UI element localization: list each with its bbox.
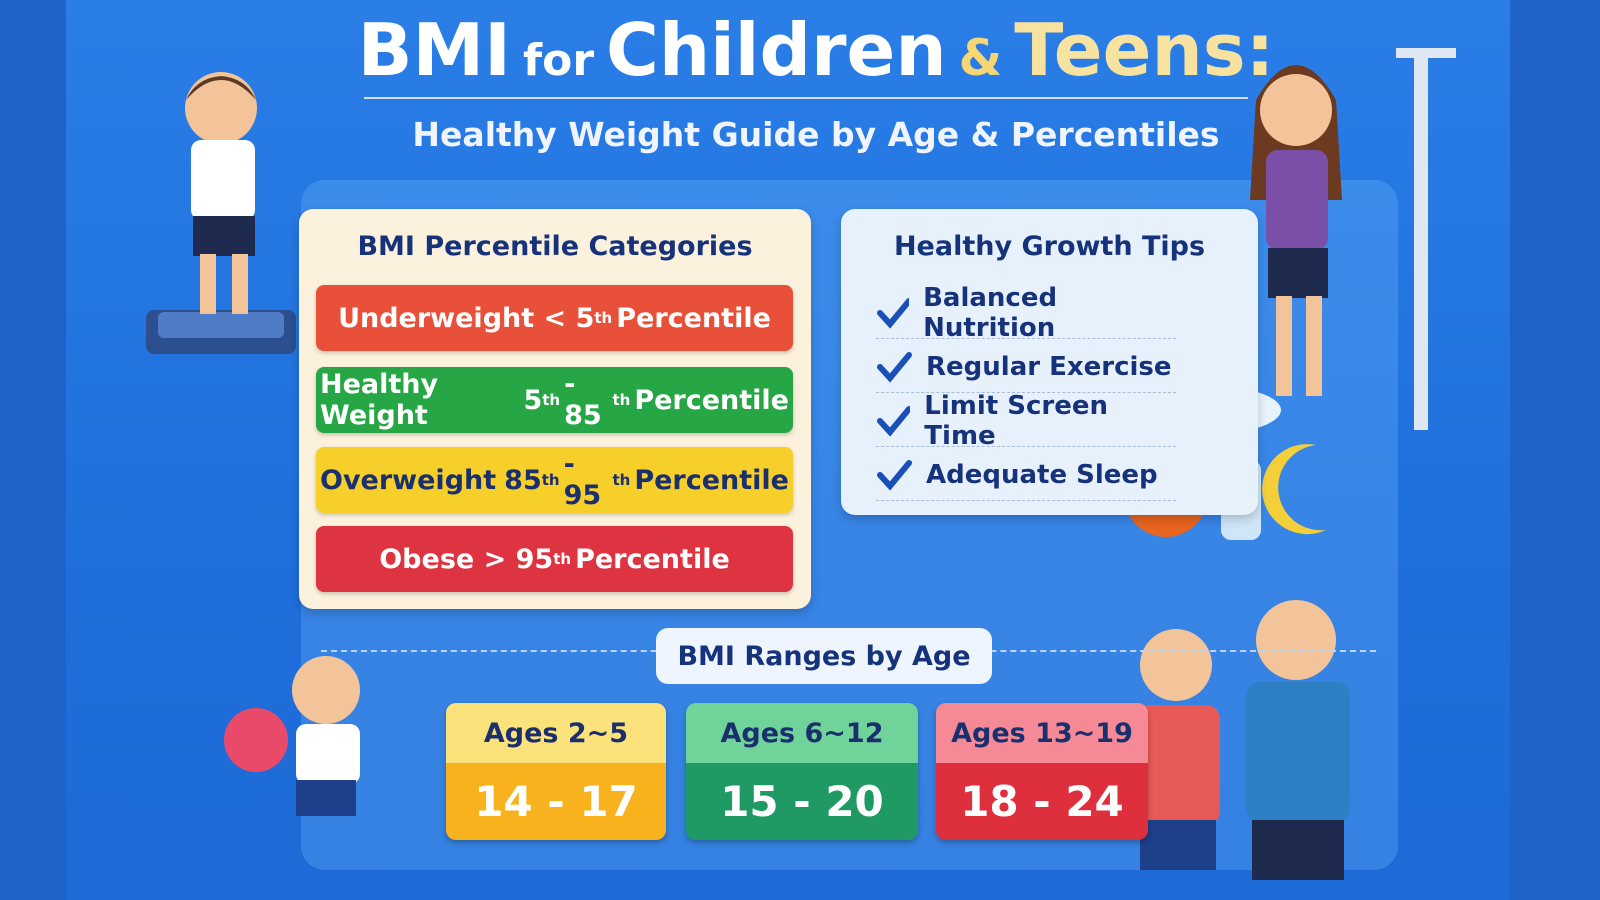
category-text: Percentile bbox=[616, 302, 771, 334]
bmi-range: 15 - 20 bbox=[686, 763, 918, 840]
age-label: Ages 13~19 bbox=[936, 703, 1148, 763]
category-text: Obese > 95 bbox=[379, 543, 554, 575]
tips-heading: Healthy Growth Tips bbox=[893, 231, 1206, 262]
category-text: Healthy Weight bbox=[320, 369, 439, 431]
check-icon bbox=[877, 406, 911, 437]
subtitle: Healthy Weight Guide by Age & Percentile… bbox=[412, 115, 1220, 154]
age-label: Ages 2~5 bbox=[446, 703, 666, 763]
title-part: for bbox=[522, 35, 595, 86]
category-text: 85 bbox=[504, 464, 542, 496]
title-rule bbox=[364, 97, 1248, 99]
toddler-illustration bbox=[224, 656, 360, 816]
tip-row: Balanced Nutrition bbox=[876, 283, 1176, 343]
title-part: Teens: bbox=[1014, 8, 1275, 92]
title-part: & bbox=[958, 29, 1003, 87]
title-part: BMI bbox=[357, 8, 511, 92]
tip-text: Regular Exercise bbox=[926, 352, 1172, 382]
tip-text: Limit Screen Time bbox=[924, 391, 1108, 451]
category-superscript: th bbox=[553, 550, 572, 568]
check-icon bbox=[877, 352, 912, 383]
category-text: Percentile bbox=[575, 543, 730, 575]
tip-row: Regular Exercise bbox=[876, 342, 1176, 393]
category-text: - 95 bbox=[563, 449, 602, 511]
age-card: Ages 13~19 18 - 24 bbox=[936, 703, 1148, 840]
age-card: Ages 6~12 15 - 20 bbox=[686, 703, 918, 840]
tip-row: Limit Screen Time bbox=[876, 391, 1176, 451]
category-text: Underweight < 5 bbox=[338, 302, 595, 334]
category-superscript: th bbox=[541, 471, 560, 489]
category-superscript: th bbox=[612, 391, 631, 409]
bmi-range: 18 - 24 bbox=[936, 763, 1148, 840]
age-card: Ages 2~5 14 - 17 bbox=[446, 703, 666, 840]
boy-on-scale-illustration bbox=[146, 72, 296, 354]
check-icon bbox=[877, 298, 910, 329]
girl-height-illustration bbox=[1250, 48, 1456, 430]
category-text: Percentile bbox=[634, 384, 789, 416]
ranges-heading: BMI Ranges by Age bbox=[656, 628, 992, 684]
category-text: - 85 bbox=[564, 369, 602, 431]
title: BMI for Children & Teens: bbox=[66, 8, 1566, 92]
bmi-range: 14 - 17 bbox=[446, 763, 666, 840]
category-text: Percentile bbox=[634, 464, 789, 496]
tip-text: Balanced Nutrition bbox=[923, 283, 1058, 343]
category-superscript: th bbox=[612, 471, 631, 489]
age-label: Ages 6~12 bbox=[686, 703, 918, 763]
category-text: 5 bbox=[523, 384, 543, 416]
category-superscript: th bbox=[594, 309, 613, 327]
categories-heading: BMI Percentile Categories bbox=[357, 231, 753, 262]
check-icon bbox=[877, 460, 912, 491]
title-part: Children bbox=[606, 8, 947, 92]
tip-row: Adequate Sleep bbox=[876, 450, 1176, 501]
tip-text: Adequate Sleep bbox=[926, 460, 1158, 490]
teens-illustration bbox=[1136, 600, 1350, 880]
canvas: BMI for Children & Teens: Healthy Weight Gui… bbox=[66, 0, 1510, 900]
category-text: Overweight bbox=[320, 464, 497, 496]
category-superscript: th bbox=[542, 391, 561, 409]
